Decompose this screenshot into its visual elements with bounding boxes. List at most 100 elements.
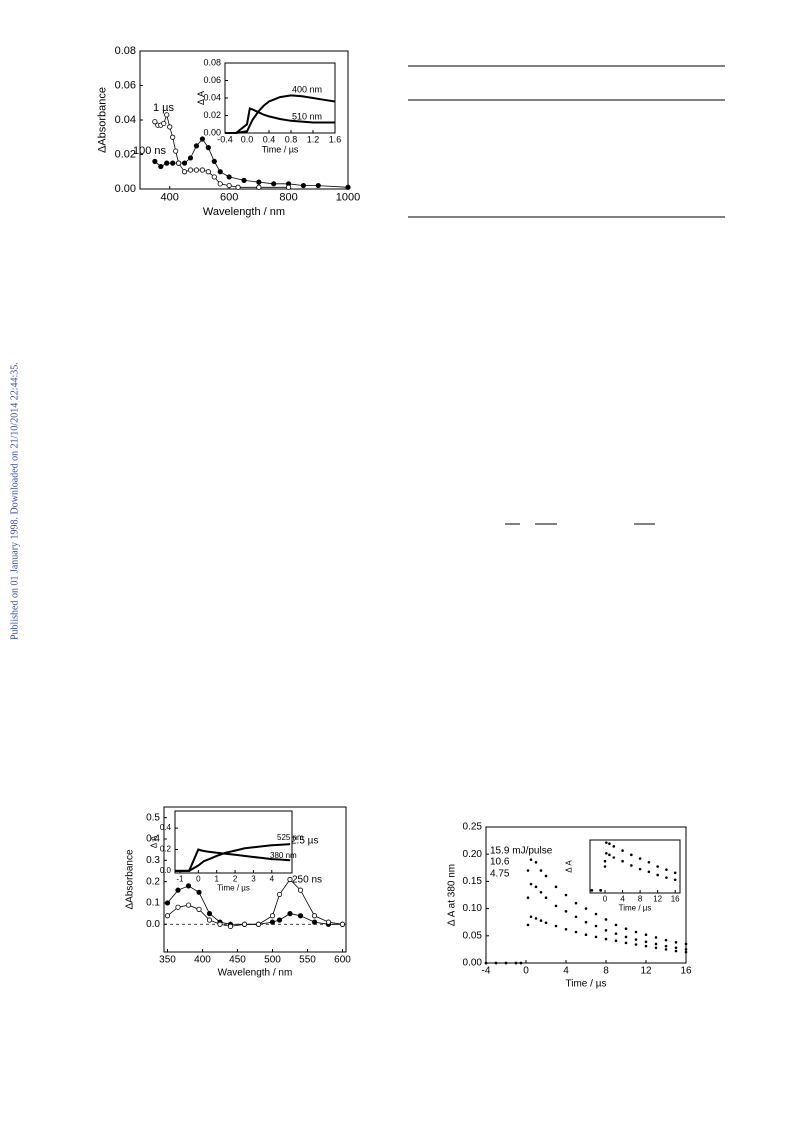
data-point <box>164 913 171 919</box>
data-point <box>241 177 247 183</box>
x-tick-label: 0.8 <box>285 135 298 145</box>
data-point <box>564 893 568 897</box>
x-tick-label: 0 <box>523 966 529 977</box>
data-point <box>647 870 651 874</box>
data-point <box>226 174 232 180</box>
data-point <box>644 940 648 944</box>
data-point <box>656 865 659 868</box>
series-label: 400 nm <box>292 84 322 94</box>
data-point <box>170 134 176 140</box>
data-point <box>594 924 598 928</box>
data-point <box>152 158 158 164</box>
data-point <box>664 938 668 942</box>
data-point <box>534 861 538 864</box>
data-point <box>673 871 677 875</box>
data-point <box>205 169 211 175</box>
data-point <box>526 896 530 900</box>
x-axis-label: Time / µs <box>262 144 299 154</box>
y-tick-label: 0.20 <box>463 849 483 860</box>
y-tick-label: 0.5 <box>146 812 160 823</box>
data-point <box>539 919 543 922</box>
x-tick-label: 0 <box>603 895 608 904</box>
data-point <box>529 915 533 919</box>
data-point <box>227 923 234 930</box>
data-point <box>634 930 638 934</box>
data-point <box>164 160 170 166</box>
data-point <box>494 961 498 965</box>
x-tick-label: 2 <box>233 875 238 884</box>
x-tick-label: 500 <box>264 955 281 966</box>
x-tick-label: 4 <box>563 966 569 977</box>
y-tick-label: 0.00 <box>115 183 136 195</box>
series-line <box>175 843 291 872</box>
y-axis-label: ΔAbsorbance <box>97 87 109 153</box>
data-point <box>484 961 488 965</box>
x-tick-label: 8 <box>603 966 609 977</box>
data-point <box>624 927 628 931</box>
x-tick-label: 16 <box>671 895 680 904</box>
data-point <box>315 182 321 189</box>
data-point <box>673 878 677 882</box>
data-point <box>605 841 608 844</box>
x-tick-label: 400 <box>161 192 179 204</box>
series-label: 2.5 µs <box>291 836 318 847</box>
data-point <box>603 859 607 863</box>
data-point <box>241 921 248 927</box>
data-point <box>175 887 181 893</box>
data-point <box>217 169 223 175</box>
data-point <box>612 856 616 859</box>
y-tick-label: 0.1 <box>146 898 160 909</box>
data-point <box>276 891 283 898</box>
data-point <box>158 163 164 170</box>
y-tick-label: 0.2 <box>146 876 160 887</box>
chart: -4 0 4 8 12 16 0.00 0.05 0.10 0.15 0.20 0.25 Time / … <box>447 822 692 990</box>
data-point <box>564 910 568 913</box>
y-tick-label: 0.04 <box>203 92 221 102</box>
series-line <box>175 848 291 872</box>
data-point <box>297 887 304 893</box>
data-point <box>665 876 668 879</box>
data-point <box>614 923 618 927</box>
data-point <box>196 889 202 895</box>
data-point <box>539 890 543 894</box>
data-point <box>187 167 194 173</box>
data-point <box>185 902 192 908</box>
data-point <box>529 882 533 886</box>
y-tick-label: 0.00 <box>463 958 483 969</box>
x-tick-label: 12 <box>653 895 662 904</box>
chart: 0 4 8 12 16 Time / µs Δ A <box>564 839 681 912</box>
data-point <box>193 143 200 149</box>
data-point <box>187 155 194 161</box>
data-point <box>638 867 642 871</box>
data-point <box>621 859 624 863</box>
data-point <box>664 944 668 948</box>
data-point <box>554 885 558 889</box>
data-point <box>269 913 276 919</box>
data-point <box>193 167 200 173</box>
data-point <box>311 919 318 925</box>
data-point <box>608 842 611 846</box>
data-point <box>339 921 346 927</box>
data-point <box>206 917 213 923</box>
plot-frame <box>589 839 681 894</box>
x-tick-label: 3 <box>251 875 256 884</box>
data-point <box>325 919 332 925</box>
data-point <box>176 160 182 166</box>
x-tick-label: 400 <box>194 955 211 966</box>
data-point <box>630 853 633 857</box>
x-tick-label: 1.2 <box>307 135 320 145</box>
data-point <box>574 901 578 905</box>
data-point <box>594 935 598 939</box>
data-point <box>164 112 170 118</box>
data-point <box>276 917 283 923</box>
y-tick-label: 0.4 <box>160 823 172 832</box>
series-line <box>167 878 343 927</box>
y-tick-label: 0.08 <box>115 45 136 57</box>
data-point <box>630 864 633 867</box>
data-point <box>604 937 608 941</box>
data-point <box>684 950 688 954</box>
series-label: 380 nm <box>270 851 297 860</box>
data-point <box>173 148 179 154</box>
data-point <box>574 915 578 919</box>
y-tick-label: 0.00 <box>203 127 221 137</box>
